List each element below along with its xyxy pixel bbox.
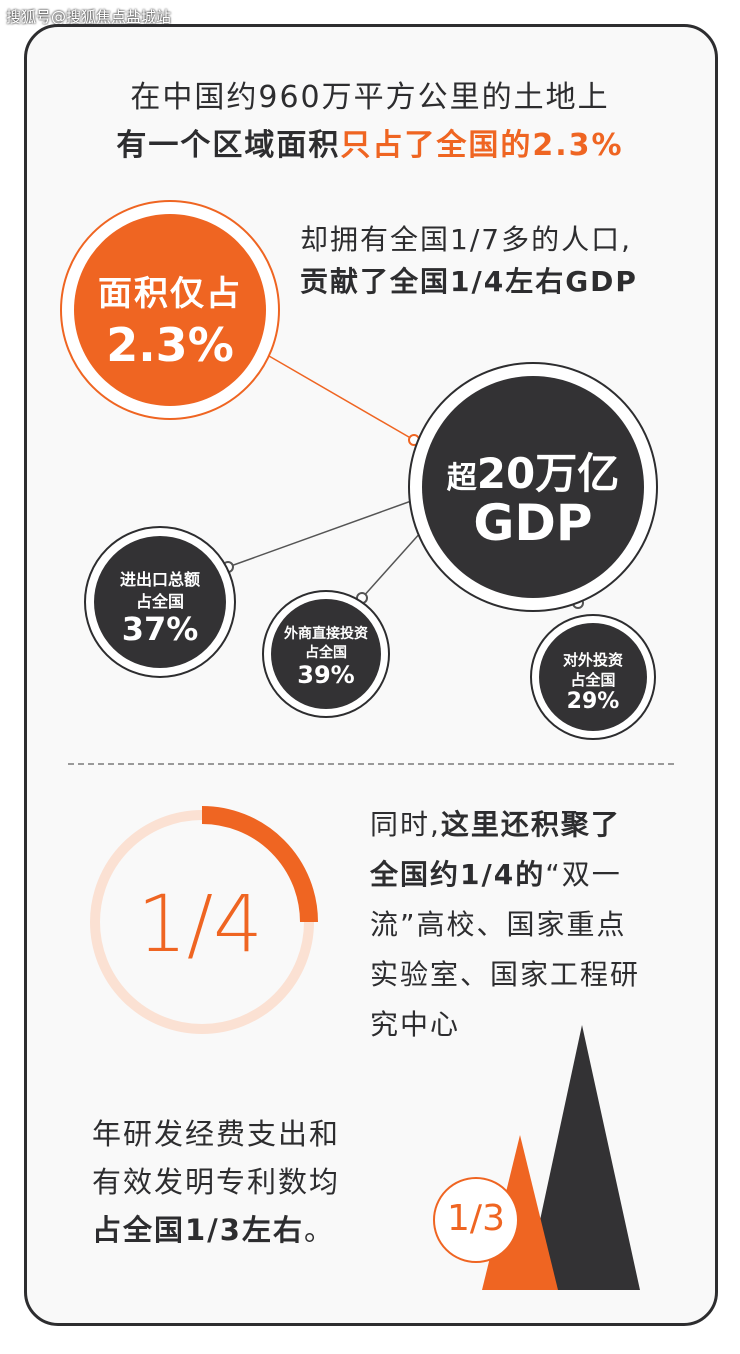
gdp-bubble: 超20万亿 GDP <box>408 362 658 612</box>
header-line-2-dark: 有一个区域面积 <box>116 128 341 163</box>
odi-bubble-line-1: 对外投资 <box>562 651 623 669</box>
area-bubble-fill: 面积仅占 2.3% <box>74 214 266 406</box>
fdi-bubble: 外商直接投资 占全国 39% <box>262 590 390 718</box>
area-bubble-label: 面积仅占 <box>98 274 242 314</box>
quarter-ring <box>90 806 318 1034</box>
header-line-1: 在中国约960万平方公里的土地上 <box>130 80 610 115</box>
area-bubble-value: 2.3% <box>106 318 234 372</box>
quarter-ring-label: 1/4 <box>137 880 263 970</box>
odi-bubble-value: 29% <box>566 689 620 714</box>
section-divider <box>68 763 674 765</box>
header-line-2-orange: 只占了全国的2.3% <box>340 128 624 163</box>
header-line-2: 有一个区域面积只占了全国的2.3% <box>0 120 740 164</box>
area-bubble: 面积仅占 2.3% <box>60 200 280 420</box>
universities-line-1: 同时,这里还积聚了 <box>370 800 700 850</box>
trade-bubble: 进出口总额 占全国 37% <box>84 526 236 678</box>
universities-line-2-bold: 全国约1/4的 <box>370 858 546 891</box>
fdi-bubble-line-2: 占全国 <box>305 645 347 661</box>
connector-area-gdp <box>249 344 415 441</box>
trade-bubble-fill: 进出口总额 占全国 37% <box>94 536 226 668</box>
connector-gdp-trade <box>227 499 415 568</box>
gdp-bubble-prefix: 超 <box>446 461 477 496</box>
universities-line-5: 究中心 <box>370 1008 461 1041</box>
universities-line-1-normal: 同时, <box>370 808 441 841</box>
fdi-bubble-fill: 外商直接投资 占全国 39% <box>271 599 381 709</box>
universities-line-4: 实验室、国家工程研 <box>370 958 641 991</box>
universities-line-1-bold: 这里还积聚了 <box>440 808 621 841</box>
universities-paragraph: 同时,这里还积聚了 全国约1/4的“双一 流”高校、国家重点 实验室、国家工程研… <box>370 800 700 1050</box>
one-third-label: 1/3 <box>447 1198 505 1239</box>
one-third-circle <box>433 1177 519 1263</box>
universities-line-3: 流”高校、国家重点 <box>370 908 627 941</box>
triangles-graphic <box>433 1025 640 1290</box>
rnd-paragraph: 年研发经费支出和 有效发明专利数均 占全国1/3左右。 <box>92 1110 412 1254</box>
odi-bubble-fill: 对外投资 占全国 29% <box>539 623 647 731</box>
quarter-ring-arc <box>201 806 318 923</box>
rnd-line-3: 占全国1/3左右。 <box>92 1206 412 1254</box>
odi-bubble: 对外投资 占全国 29% <box>530 614 656 740</box>
rnd-line-2: 有效发明专利数均 <box>92 1165 341 1199</box>
universities-line-2: 全国约1/4的“双一 <box>370 850 700 900</box>
gdp-bubble-number: 20万亿 <box>476 449 620 498</box>
rnd-line-3-bold: 占全国1/3左右 <box>92 1213 304 1247</box>
rnd-line-1: 年研发经费支出和 <box>92 1117 341 1151</box>
rnd-line-3-end: 。 <box>303 1213 335 1247</box>
universities-line-2-normal: “双一 <box>545 858 622 891</box>
fdi-bubble-line-1: 外商直接投资 <box>284 626 368 642</box>
fdi-bubble-value: 39% <box>297 661 355 689</box>
watermark: 搜狐号@搜狐焦点盐城站 <box>6 8 172 26</box>
gdp-bubble-fill: 超20万亿 GDP <box>422 376 644 598</box>
trade-bubble-line-2: 占全国 <box>135 592 184 611</box>
intro-line-2: 贡献了全国1/4左右GDP <box>300 265 638 298</box>
gdp-bubble-unit: GDP <box>473 494 593 552</box>
intro-line-1: 却拥有全国1/7多的人口, <box>300 223 632 256</box>
gdp-bubble-top: 超20万亿 <box>422 440 644 501</box>
dark-triangle <box>525 1025 640 1290</box>
trade-bubble-value: 37% <box>121 610 199 648</box>
odi-bubble-line-2: 占全国 <box>570 671 616 689</box>
trade-bubble-line-1: 进出口总额 <box>119 570 200 589</box>
